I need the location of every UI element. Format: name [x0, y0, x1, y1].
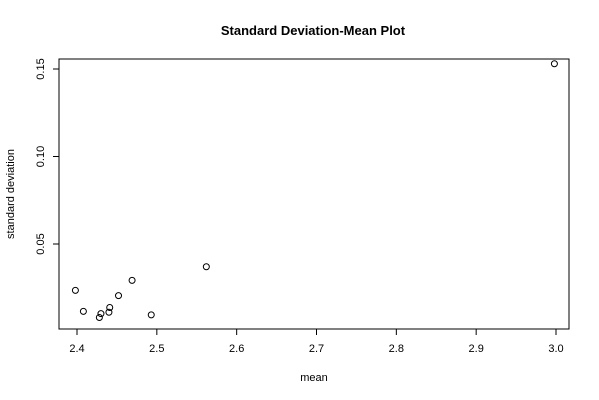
x-tick-label: 2.5	[149, 343, 164, 355]
data-point	[128, 276, 136, 284]
chart-title: Standard Deviation-Mean Plot	[221, 23, 406, 38]
y-tick-label: 0.05	[35, 233, 47, 254]
x-tick-label: 2.6	[229, 343, 244, 355]
data-point	[106, 304, 114, 312]
data-point	[550, 60, 558, 68]
data-point	[79, 307, 87, 315]
data-point	[202, 263, 210, 271]
x-tick-label: 2.4	[69, 343, 84, 355]
x-tick-label: 2.7	[309, 343, 324, 355]
y-tick-label: 0.10	[35, 146, 47, 167]
y-axis-label: standard deviation	[5, 149, 17, 239]
plot-frame	[58, 58, 570, 330]
y-tick-label: 0.15	[35, 58, 47, 79]
x-axis-label: mean	[300, 372, 328, 384]
data-point	[105, 308, 113, 316]
data-point	[71, 286, 79, 294]
x-tick-label: 3.0	[548, 343, 563, 355]
x-tick-label: 2.9	[469, 343, 484, 355]
data-point	[147, 311, 155, 319]
x-tick-label: 2.8	[389, 343, 404, 355]
data-point	[115, 292, 123, 300]
data-point	[97, 310, 105, 318]
x-axis: 2.4 2.5 2.6 2.7 2.8 2.9 3.0	[69, 329, 564, 355]
data-point	[95, 314, 103, 321]
y-axis: 0.05 0.10 0.15	[35, 58, 59, 255]
data-points	[71, 60, 558, 321]
